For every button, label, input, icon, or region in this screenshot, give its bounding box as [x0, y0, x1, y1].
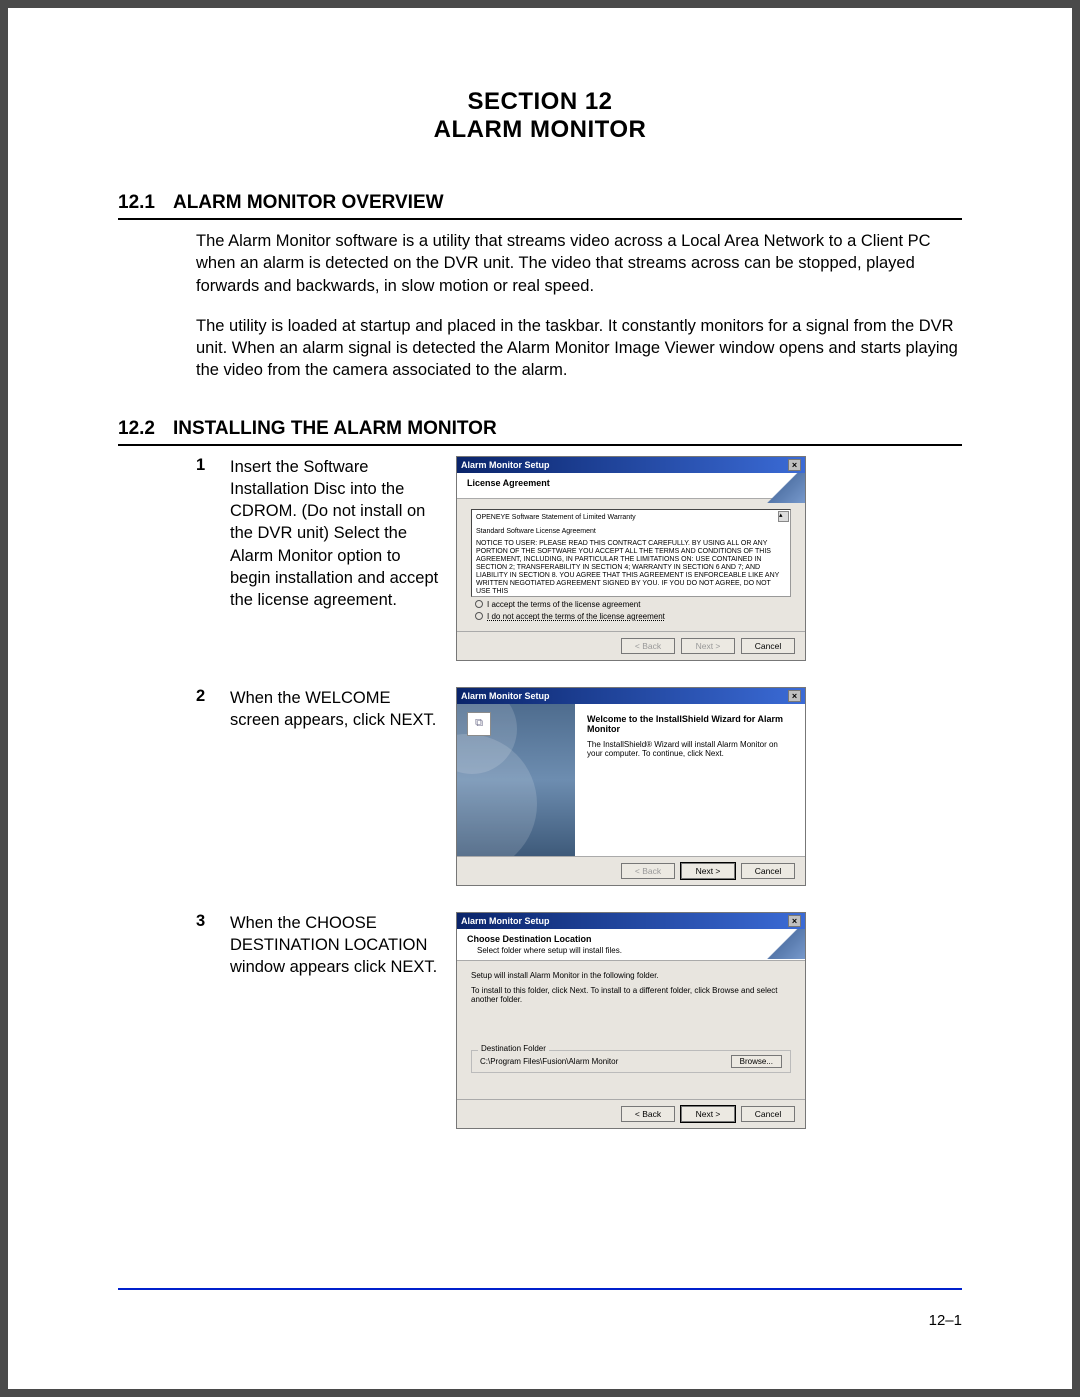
- dialog-footer: < Back Next > Cancel: [457, 856, 805, 885]
- install-step-1: 1 Insert the Software Installation Disc …: [196, 456, 962, 661]
- back-button[interactable]: < Back: [621, 863, 675, 879]
- destination-dialog-screenshot: Alarm Monitor Setup × Choose Destination…: [456, 912, 806, 1129]
- back-button[interactable]: < Back: [621, 1106, 675, 1122]
- dialog-header: License Agreement: [457, 473, 805, 499]
- decline-label: I do not accept the terms of the license…: [487, 612, 665, 621]
- installer-icon: ⧉: [467, 712, 491, 736]
- subsection-number: 12.2: [118, 418, 155, 440]
- footer-rule: [118, 1288, 962, 1290]
- wizard-side-graphic: ⧉: [457, 704, 575, 856]
- dialog-body: Setup will install Alarm Monitor in the …: [457, 961, 805, 1099]
- welcome-body: The InstallShield® Wizard will install A…: [587, 740, 793, 758]
- decline-radio[interactable]: I do not accept the terms of the license…: [475, 612, 791, 621]
- radio-icon: [475, 612, 483, 620]
- dialog-title: Alarm Monitor Setup: [461, 691, 550, 701]
- cancel-button[interactable]: Cancel: [741, 1106, 795, 1122]
- dialog-title: Alarm Monitor Setup: [461, 460, 550, 470]
- step-number: 2: [196, 687, 214, 706]
- section-line1: SECTION 12: [467, 88, 612, 115]
- dialog-titlebar: Alarm Monitor Setup ×: [457, 457, 805, 473]
- install-step-3: 3 When the CHOOSE DESTINATION LOCATION w…: [196, 912, 962, 1129]
- frame-label: Destination Folder: [478, 1044, 549, 1053]
- dest-line2: To install to this folder, click Next. T…: [471, 986, 791, 1004]
- subsection-title: INSTALLING THE ALARM MONITOR: [173, 418, 497, 440]
- accept-label: I accept the terms of the license agreem…: [487, 600, 640, 609]
- step-number: 1: [196, 456, 214, 475]
- next-button[interactable]: Next >: [681, 638, 735, 654]
- dialog-titlebar: Alarm Monitor Setup ×: [457, 913, 805, 929]
- dialog-header-text: Choose Destination Location: [467, 934, 795, 944]
- welcome-dialog-screenshot: Alarm Monitor Setup × ⧉ Welcome to the I…: [456, 687, 806, 886]
- close-icon[interactable]: ×: [788, 690, 801, 702]
- welcome-title: Welcome to the InstallShield Wizard for …: [587, 714, 793, 734]
- dialog-titlebar: Alarm Monitor Setup ×: [457, 688, 805, 704]
- subsection-title: ALARM MONITOR OVERVIEW: [173, 192, 444, 214]
- dialog-footer: < Back Next > Cancel: [457, 1099, 805, 1128]
- subsection-number: 12.1: [118, 192, 155, 214]
- license-dialog-screenshot: Alarm Monitor Setup × License Agreement …: [456, 456, 806, 661]
- step-text: When the WELCOME screen appears, click N…: [230, 687, 440, 732]
- install-step-2: 2 When the WELCOME screen appears, click…: [196, 687, 962, 886]
- next-button[interactable]: Next >: [681, 1106, 735, 1122]
- close-icon[interactable]: ×: [788, 915, 801, 927]
- document-page: SECTION 12 ALARM MONITOR 12.1 ALARM MONI…: [8, 8, 1072, 1389]
- header-graphic: [761, 929, 805, 959]
- subsection-heading: 12.2 INSTALLING THE ALARM MONITOR: [118, 418, 962, 446]
- license-line2: Standard Software License Agreement: [476, 528, 786, 536]
- dialog-body: ⧉ Welcome to the InstallShield Wizard fo…: [457, 704, 805, 856]
- destination-path: C:\Program Files\Fusion\Alarm Monitor: [480, 1057, 618, 1066]
- wizard-main: Welcome to the InstallShield Wizard for …: [575, 704, 805, 856]
- next-button[interactable]: Next >: [681, 863, 735, 879]
- radio-icon: [475, 600, 483, 608]
- dest-line1: Setup will install Alarm Monitor in the …: [471, 971, 791, 980]
- section-line2: ALARM MONITOR: [118, 116, 962, 144]
- license-line1: OPENEYE Software Statement of Limited Wa…: [476, 514, 786, 522]
- section-title: SECTION 12 ALARM MONITOR: [118, 88, 962, 144]
- overview-para-1: The Alarm Monitor software is a utility …: [196, 230, 962, 297]
- accept-radio[interactable]: I accept the terms of the license agreem…: [475, 600, 791, 609]
- dialog-header: Choose Destination Location Select folde…: [457, 929, 805, 961]
- dialog-header-text: License Agreement: [467, 478, 550, 488]
- page-footer: 12–1: [118, 1288, 962, 1329]
- subsection-12-2: 12.2 INSTALLING THE ALARM MONITOR 1 Inse…: [118, 418, 962, 1129]
- dialog-title: Alarm Monitor Setup: [461, 916, 550, 926]
- dialog-body: ▴ OPENEYE Software Statement of Limited …: [457, 499, 805, 631]
- back-button[interactable]: < Back: [621, 638, 675, 654]
- step-text: Insert the Software Installation Disc in…: [230, 456, 440, 612]
- cancel-button[interactable]: Cancel: [741, 638, 795, 654]
- close-icon[interactable]: ×: [788, 459, 801, 471]
- scrollbar-up-icon[interactable]: ▴: [778, 511, 789, 522]
- license-textarea[interactable]: ▴ OPENEYE Software Statement of Limited …: [471, 509, 791, 597]
- step-number: 3: [196, 912, 214, 931]
- overview-para-2: The utility is loaded at startup and pla…: [196, 315, 962, 382]
- dialog-header-sub: Select folder where setup will install f…: [477, 946, 795, 955]
- step-text: When the CHOOSE DESTINATION LOCATION win…: [230, 912, 440, 979]
- dialog-footer: < Back Next > Cancel: [457, 631, 805, 660]
- cancel-button[interactable]: Cancel: [741, 863, 795, 879]
- header-graphic: [761, 473, 805, 503]
- subsection-heading: 12.1 ALARM MONITOR OVERVIEW: [118, 192, 962, 220]
- subsection-12-1: 12.1 ALARM MONITOR OVERVIEW The Alarm Mo…: [118, 192, 962, 382]
- license-line3: NOTICE TO USER: PLEASE READ THIS CONTRAC…: [476, 540, 786, 596]
- page-number: 12–1: [118, 1312, 962, 1329]
- destination-folder-frame: Destination Folder Browse... C:\Program …: [471, 1050, 791, 1073]
- browse-button[interactable]: Browse...: [731, 1055, 782, 1068]
